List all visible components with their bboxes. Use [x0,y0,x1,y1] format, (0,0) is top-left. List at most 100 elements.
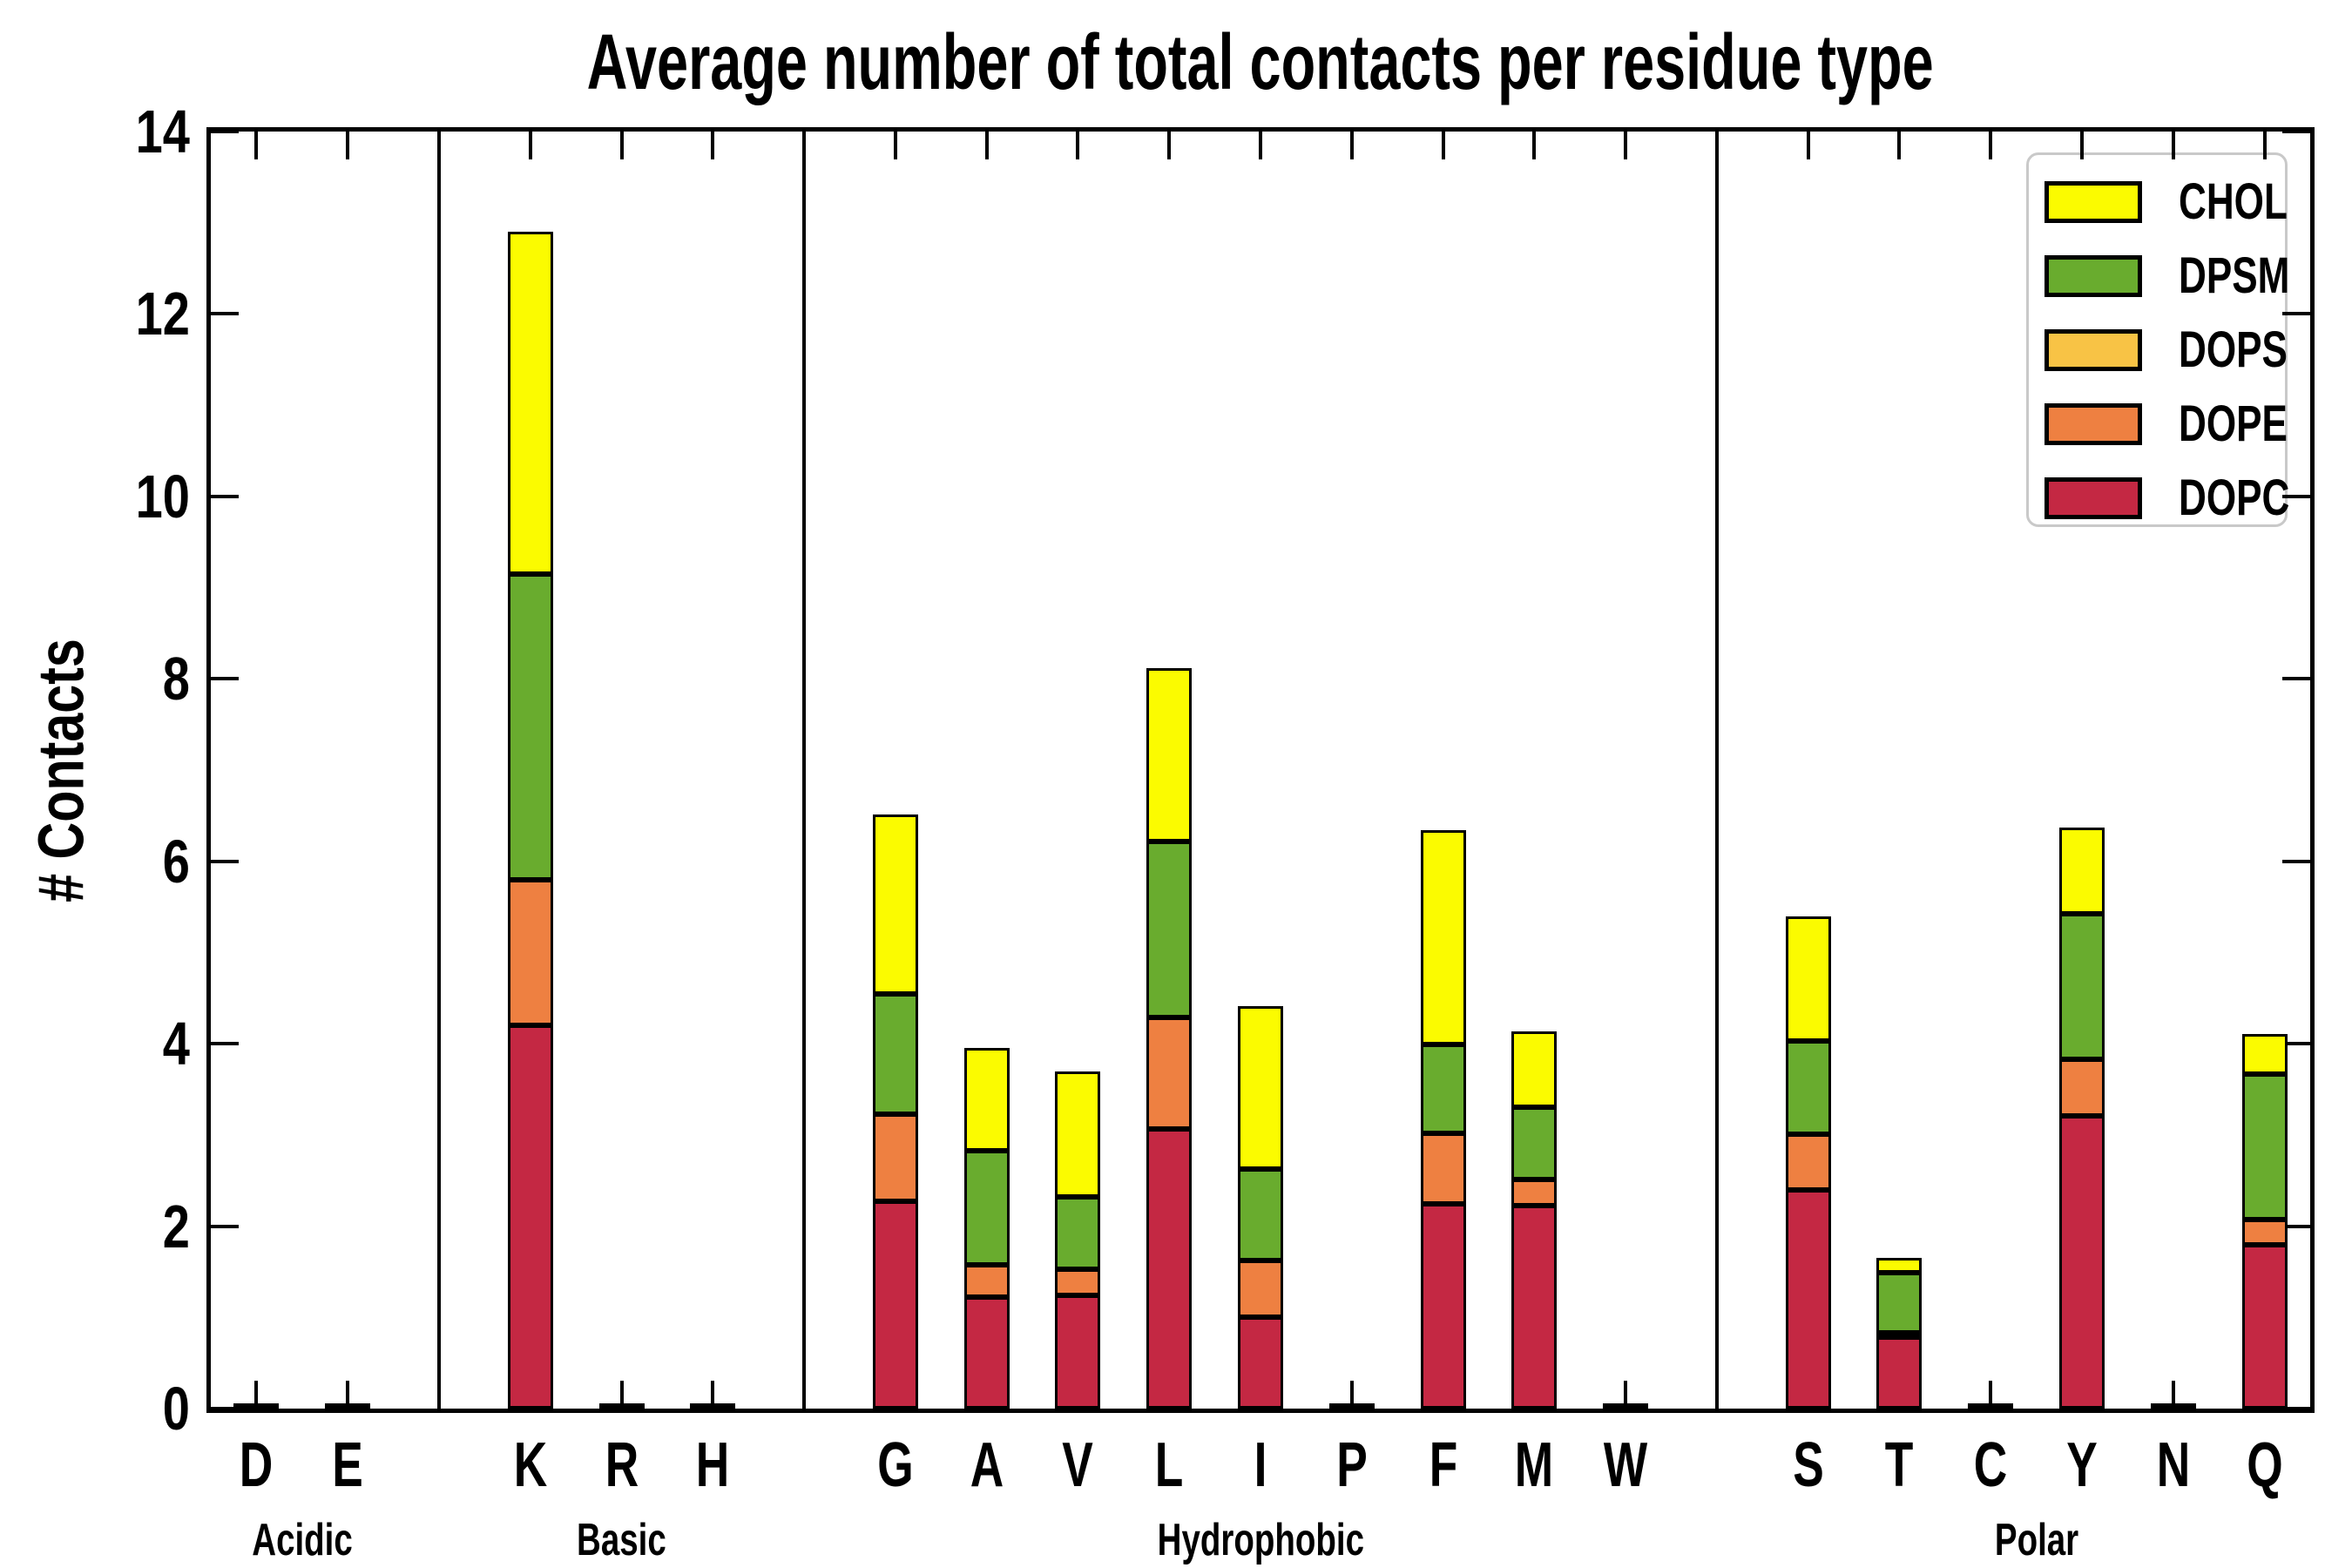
x-tick-label-text: A [970,1430,1004,1500]
y-tick-label-text: 10 [135,462,190,531]
legend-label-dope-text: DOPE [2179,395,2288,452]
y-tick-right [2282,859,2310,863]
bar-segment-dope [507,879,553,1026]
legend-swatch-dope [2044,403,2142,445]
y-tick-left [211,677,239,681]
x-tick-label: Y [2008,1430,2156,1500]
legend-swatch-dops [2044,329,2142,371]
y-tick-label-text: 2 [162,1192,190,1260]
y-tick-label: 6 [42,827,190,896]
x-tick-bottom [1624,1381,1628,1409]
chart-title-text: Average number of total contacts per res… [587,19,1934,106]
legend-entry-dpsm: DPSM [2029,240,2289,314]
legend-label-dopc-text: DOPC [2179,470,2290,526]
legend-entry-dopc: DOPC [2029,462,2289,536]
x-tick-top [1076,132,1080,159]
legend-label-dopc: DOPC [2179,470,2325,526]
x-tick-top [2171,132,2175,159]
y-tick-label-text: 8 [162,645,190,713]
bar-segment-dopc [963,1297,1010,1409]
x-tick-label: L [1095,1430,1243,1500]
x-tick-label: I [1186,1430,1335,1500]
x-tick-label-text: M [1515,1430,1554,1500]
x-tick-top [1897,132,1902,159]
x-tick-top [1532,132,1537,159]
y-tick-left [211,494,239,498]
y-tick-right [2282,1042,2310,1046]
x-tick-bottom [2171,1381,2175,1409]
group-label-polar: Polar [1862,1514,2211,1566]
legend-swatch-dpsm [2044,255,2142,297]
x-tick-label-text: T [1885,1430,1914,1500]
bar-segment-chol [963,1048,1010,1151]
bar-segment-dopc [1420,1204,1466,1409]
legend-swatch-chol [2044,181,2142,223]
x-tick-top [528,132,532,159]
y-tick-right [2282,130,2310,133]
bar-segment-dope [1420,1132,1466,1205]
bar-segment-dpsm [1055,1197,1101,1269]
bar-segment-dpsm [507,573,553,880]
x-tick-top [346,132,350,159]
x-tick-top [1624,132,1628,159]
bar-segment-dopc [1785,1189,1831,1409]
x-tick-label-text: G [877,1430,914,1500]
x-tick-bottom [346,1381,350,1409]
y-tick-right [2282,494,2310,498]
bar-segment-dope [1511,1179,1558,1206]
x-tick-label-text: S [1792,1430,1824,1500]
bar-segment-dope [872,1113,918,1202]
bar-segment-dpsm [2059,914,2105,1059]
y-tick-left [211,1224,239,1228]
bar-segment-dpsm [2241,1073,2288,1220]
x-tick-label-text: V [1062,1430,1094,1500]
bar-segment-dope [2059,1058,2105,1116]
plot-area: CHOL DPSM DOPS DOPE DOPC [206,127,2315,1413]
x-tick-label-text: K [513,1430,547,1500]
group-divider-line [1714,132,1719,1409]
y-tick-label-text: 14 [135,98,190,166]
x-tick-label: M [1460,1430,1608,1500]
bar-segment-dope [963,1264,1010,1298]
y-tick-label: 10 [42,462,190,531]
x-tick-label-text: H [696,1430,730,1500]
bar-segment-dpsm [1420,1044,1466,1133]
legend: CHOL DPSM DOPS DOPE DOPC [2026,152,2289,527]
bar-segment-dpsm [1511,1107,1558,1180]
bar-segment-dope [1146,1017,1193,1129]
x-tick-label: D [182,1430,330,1500]
x-tick-bottom [1989,1381,1993,1409]
x-tick-label: W [1551,1430,1700,1500]
x-tick-bottom [1349,1381,1354,1409]
bar-segment-dope [1876,1332,1923,1338]
bar-segment-chol [2059,827,2105,915]
bar-segment-dopc [1511,1205,1558,1409]
bar-segment-chol [1055,1071,1101,1198]
x-tick-label: T [1825,1430,1973,1500]
bar-segment-dopc [2059,1115,2105,1409]
y-tick-label-text: 4 [162,1010,190,1078]
legend-label-dpsm: DPSM [2179,248,2325,304]
x-tick-label-text: E [332,1430,363,1500]
bar-segment-dopc [507,1025,553,1409]
bar-segment-dpsm [1238,1168,1283,1261]
x-tick-label: E [274,1430,422,1500]
y-tick-left [211,312,239,316]
legend-entry-chol: CHOL [2029,166,2288,240]
y-tick-left [211,859,239,863]
bar-segment-dope [2241,1220,2288,1245]
bar-segment-dope [1238,1260,1283,1318]
x-tick-top [254,132,259,159]
x-tick-label-text: N [2156,1430,2191,1500]
x-tick-top [2080,132,2085,159]
chart-title: Average number of total contacts per res… [206,19,2315,106]
x-tick-bottom [711,1381,715,1409]
x-tick-label: C [1916,1430,2065,1500]
y-tick-label-text: 12 [135,280,190,348]
legend-label-dops-text: DOPS [2179,321,2288,378]
bar-segment-dopc [1603,1403,1649,1409]
y-tick-right [2282,1224,2310,1228]
group-divider-line [802,132,807,1409]
bar-segment-chol [1238,1006,1283,1169]
